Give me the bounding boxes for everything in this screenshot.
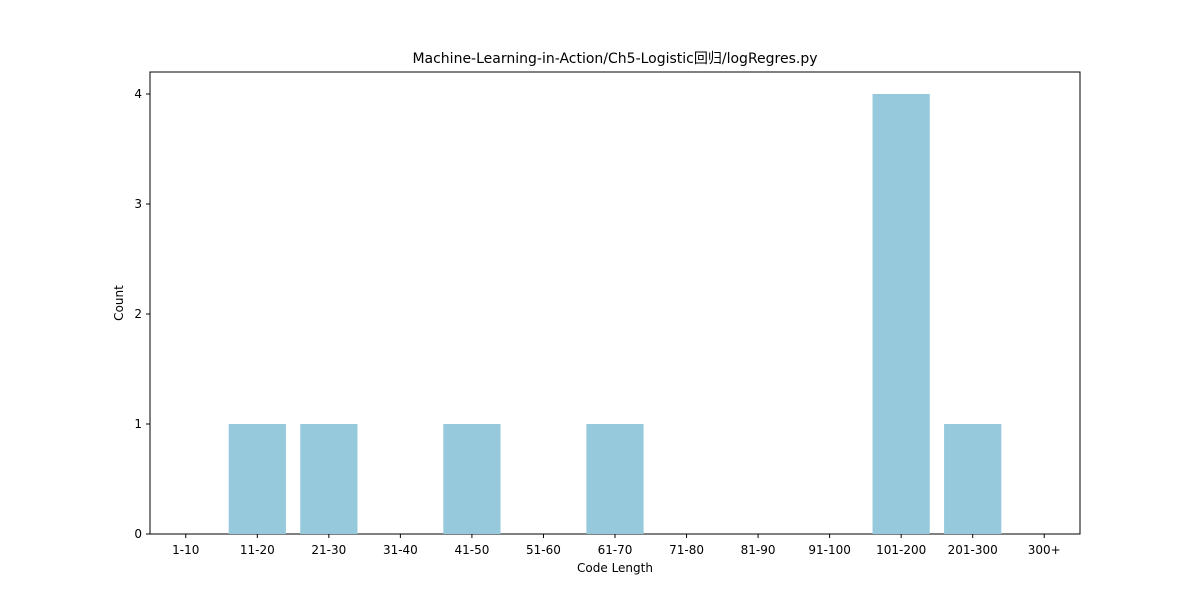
x-tick-label: 300+ <box>1028 543 1061 557</box>
x-tick-label: 51-60 <box>526 543 561 557</box>
x-tick-label: 201-300 <box>948 543 998 557</box>
x-tick-label: 91-100 <box>808 543 851 557</box>
bar-101-200 <box>872 94 930 534</box>
y-tick-label: 3 <box>134 197 142 211</box>
x-tick-label: 41-50 <box>454 543 489 557</box>
x-axis-label: Code Length <box>577 561 653 575</box>
x-tick-label: 61-70 <box>598 543 633 557</box>
bars-group <box>228 94 1002 534</box>
bar-61-70 <box>586 424 644 534</box>
y-axis-ticks: 0 1 2 3 4 <box>134 87 150 541</box>
chart-title: Machine-Learning-in-Action/Ch5-Logistic回… <box>412 50 817 67</box>
x-axis-ticks: 1-10 11-20 21-30 31-40 41-50 51-60 61-70 71-80 8… <box>172 534 1061 557</box>
bar-41-50 <box>443 424 501 534</box>
x-tick-label: 11-20 <box>240 543 275 557</box>
x-tick-label: 1-10 <box>172 543 199 557</box>
x-tick-label: 31-40 <box>383 543 418 557</box>
x-tick-label: 21-30 <box>311 543 346 557</box>
y-tick-label: 0 <box>134 527 142 541</box>
y-axis-label: Count <box>112 285 126 321</box>
x-tick-label: 101-200 <box>876 543 926 557</box>
bar-201-300 <box>944 424 1002 534</box>
y-tick-label: 2 <box>134 307 142 321</box>
y-tick-label: 4 <box>134 87 142 101</box>
x-tick-label: 81-90 <box>741 543 776 557</box>
plot-area: 1-10 11-20 21-30 31-40 41-50 51-60 61-70 71-80 8… <box>134 71 1081 557</box>
x-tick-label: 71-80 <box>669 543 704 557</box>
bar-21-30 <box>300 424 358 534</box>
y-tick-label: 1 <box>134 417 142 431</box>
bar-11-20 <box>228 424 286 534</box>
